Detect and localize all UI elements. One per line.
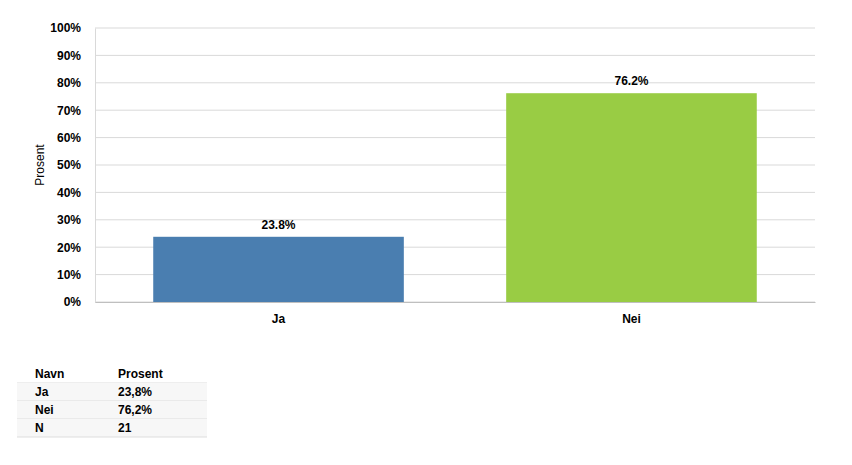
table: Navn Prosent Ja 23,8% Nei 76,2% N 21	[17, 367, 207, 437]
table-cell: 23,8%	[118, 385, 152, 399]
chart: 0% 10% 20% 30% 40% 50% 60% 70% 80% 90% 100% Ja Nei 23…	[0, 0, 852, 465]
y-axis-title: Prosent	[33, 144, 47, 186]
bars	[153, 93, 757, 302]
bar	[153, 237, 404, 302]
y-tick-label: 90%	[57, 49, 81, 63]
table-cell: Ja	[35, 385, 49, 399]
y-tick-label: 50%	[57, 158, 81, 172]
y-tick-label: 30%	[57, 213, 81, 227]
x-tick-label: Ja	[272, 312, 286, 326]
x-tick-label: Nei	[622, 312, 641, 326]
table-cell: Nei	[35, 403, 54, 417]
y-tick-label: 10%	[57, 268, 81, 282]
x-axis-line	[96, 302, 816, 303]
y-tick: 100%	[50, 21, 95, 35]
y-tick-label: 100%	[50, 21, 81, 35]
grid-line	[95, 28, 815, 29]
y-tick: 20%	[57, 241, 95, 255]
y-tick: 50%	[57, 158, 95, 172]
y-tick: 70%	[57, 104, 95, 118]
y-tick-label: 20%	[57, 241, 81, 255]
table-row-bg	[17, 401, 207, 419]
table-cell: N	[35, 421, 44, 435]
table-header-cell: Navn	[35, 367, 64, 381]
grid	[95, 28, 815, 302]
grid-line	[95, 55, 815, 56]
data-label: 23.8%	[262, 218, 296, 232]
data-labels: 23.8% 76.2%	[262, 74, 649, 232]
y-tick-label: 60%	[57, 131, 81, 145]
y-tick-label: 70%	[57, 104, 81, 118]
y-tick-label: 0%	[64, 295, 82, 309]
x-axis: Ja Nei	[96, 302, 816, 326]
y-tick: 30%	[57, 213, 95, 227]
y-tick-label: 80%	[57, 76, 81, 90]
table-header-cell: Prosent	[118, 367, 163, 381]
y-tick: 40%	[57, 186, 95, 200]
y-axis-line	[95, 29, 96, 303]
grid-line	[95, 82, 815, 83]
bar	[506, 93, 757, 302]
data-label: 76.2%	[614, 74, 648, 88]
table-row-bg	[17, 419, 207, 437]
table-row-bg	[17, 383, 207, 401]
y-tick: 10%	[57, 268, 95, 282]
y-axis: 0% 10% 20% 30% 40% 50% 60% 70% 80% 90% 100%	[50, 21, 95, 309]
x-tick: Nei	[622, 302, 641, 326]
table-rule	[17, 437, 207, 438]
y-tick: 0%	[64, 295, 95, 309]
y-tick: 90%	[57, 49, 95, 63]
y-tick: 80%	[57, 76, 95, 90]
y-tick: 60%	[57, 131, 95, 145]
table-cell: 76,2%	[118, 403, 152, 417]
x-tick: Ja	[272, 302, 286, 326]
y-tick-label: 40%	[57, 186, 81, 200]
table-cell: 21	[118, 421, 132, 435]
